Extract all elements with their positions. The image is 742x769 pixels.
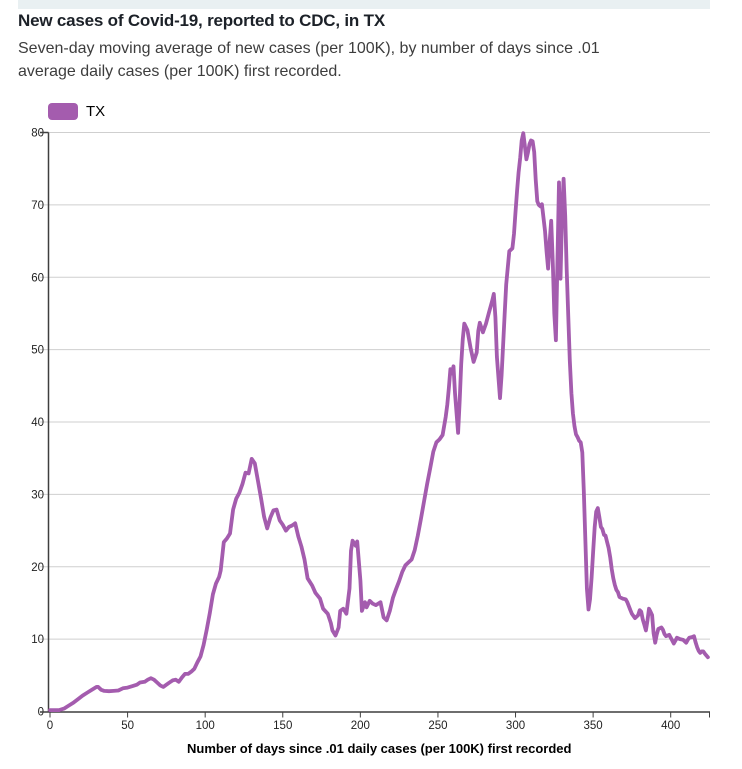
y-tick-label-30: 30 [31,489,44,501]
y-tick-label-40: 40 [31,417,44,429]
x-tick-label-300: 300 [506,720,525,732]
y-tick-label-10: 10 [31,634,44,646]
y-tick-label-20: 20 [31,562,44,574]
x-tick-label-150: 150 [273,720,292,732]
y-tick-label-80: 80 [31,128,44,140]
x-tick-label-400: 400 [661,720,680,732]
y-tick-label-60: 60 [31,272,44,284]
chart-subtitle: Seven-day moving average of new cases (p… [18,40,600,80]
page-title: New cases of Covid-19, reported to CDC, … [18,11,385,30]
x-tick-label-0: 0 [47,720,53,732]
tx-line-series[interactable] [48,131,710,712]
chart-legend: TX [48,103,105,120]
x-axis-title: Number of days since .01 daily cases (pe… [187,741,571,756]
x-tick-label-200: 200 [351,720,370,732]
legend-swatch [48,103,78,120]
accent-bar [18,0,710,9]
x-tick-label-50: 50 [121,720,134,732]
x-tick-label-250: 250 [428,720,447,732]
x-tick-label-350: 350 [584,720,603,732]
y-tick-label-50: 50 [31,345,44,357]
y-tick-label-70: 70 [31,200,44,212]
x-tick-label-100: 100 [196,720,215,732]
legend-label: TX [86,103,106,120]
